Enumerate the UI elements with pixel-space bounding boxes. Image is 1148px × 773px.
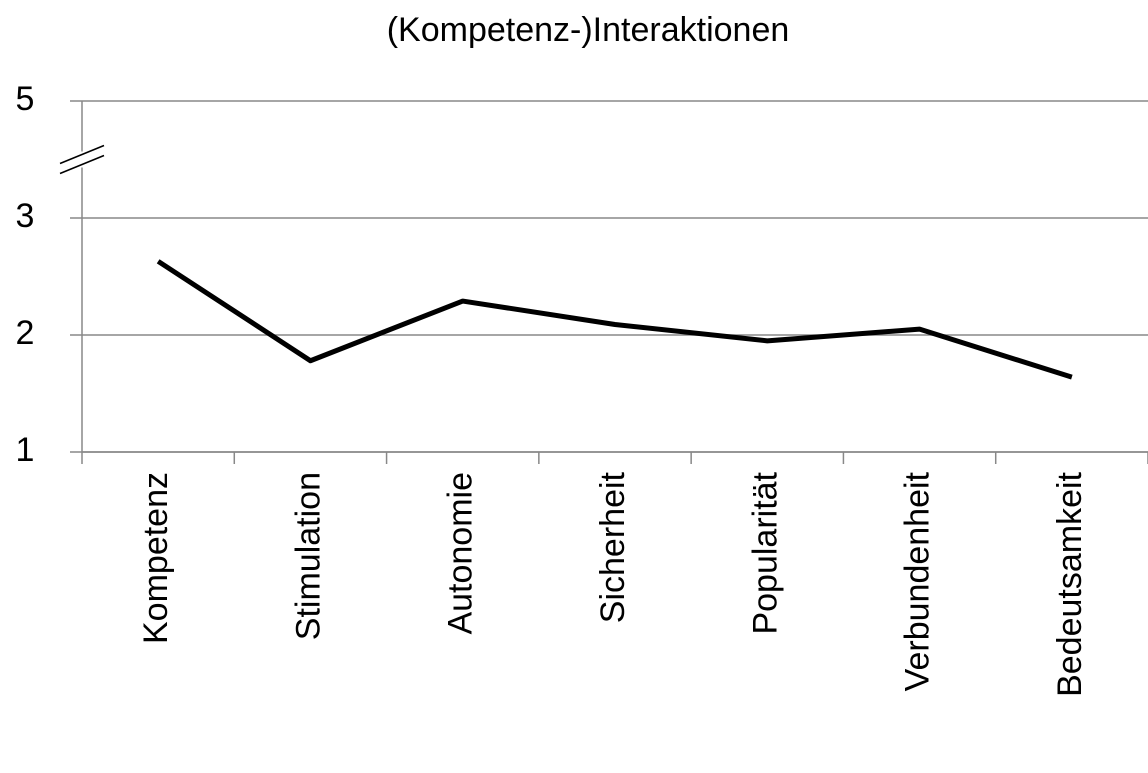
line-series xyxy=(156,259,1073,380)
axis-break-gap xyxy=(70,151,94,168)
chart-title: (Kompetenz-)Interaktionen xyxy=(387,11,790,49)
y-tick-label: 2 xyxy=(16,314,35,352)
x-tick-label: Sicherheit xyxy=(594,471,632,623)
x-tick-label: Stimulation xyxy=(289,472,327,640)
y-tick-label: 1 xyxy=(16,431,35,469)
x-tick-label: Kompetenz xyxy=(137,472,175,644)
x-tick-label: Verbundenheit xyxy=(899,471,937,691)
x-tick-label: Bedeutsamkeit xyxy=(1051,471,1089,696)
x-tick-label: Popularität xyxy=(746,471,784,634)
y-tick-label: 3 xyxy=(16,197,35,235)
y-tick-label: 5 xyxy=(16,80,35,118)
axis-break-mark xyxy=(59,154,105,175)
x-tick-label: Autonomie xyxy=(442,472,480,635)
axis-break-mark xyxy=(59,144,105,165)
